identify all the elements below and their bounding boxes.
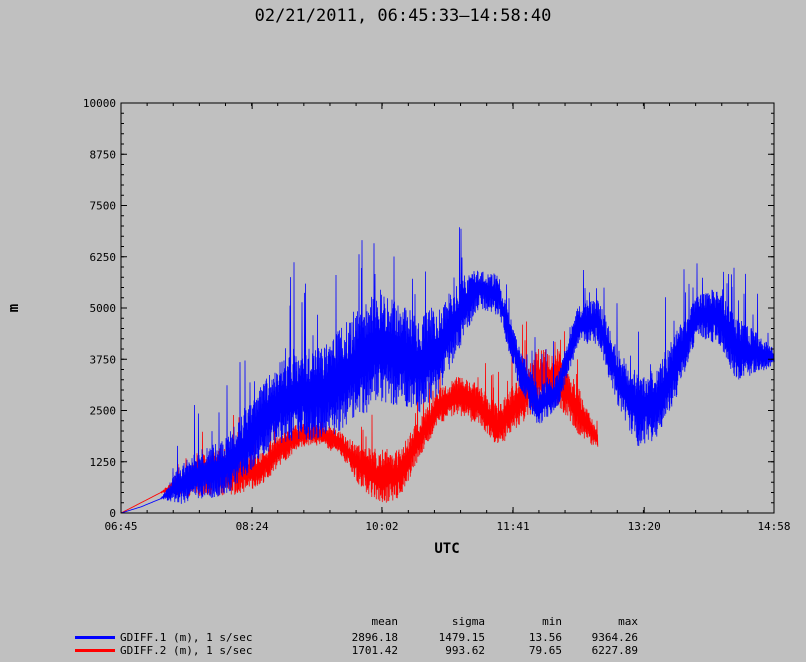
legend-row-gdiff1: GDIFF.1 (m), 1 s/sec 2896.18 1479.15 13.… (0, 631, 806, 644)
stat-min-gdiff1: 13.56 (528, 631, 562, 644)
x-tick-label: 08:24 (236, 520, 269, 533)
legend-label-gdiff1: GDIFF.1 (m), 1 s/sec (120, 631, 253, 644)
series-gdiff1-line (121, 227, 775, 514)
series-gdiff1-layer (121, 227, 775, 514)
x-tick-label: 14:58 (757, 520, 790, 533)
legend-swatch-gdiff2 (75, 649, 115, 652)
y-tick-label: 0 (109, 507, 116, 520)
stat-mean-gdiff1: 2896.18 (351, 631, 398, 644)
x-axis: 06:45 08:24 10:02 11:41 13:20 14:58 (104, 103, 791, 533)
stat-sigma-gdiff2: 993.62 (445, 644, 485, 657)
y-tick-label: 7500 (90, 200, 117, 213)
y-tick-label: 5000 (90, 302, 117, 315)
stat-max-gdiff1: 9364.26 (591, 631, 638, 644)
chart-title: 02/21/2011, 06:45:33–14:58:40 (254, 6, 552, 26)
legend-swatch-gdiff1 (75, 636, 115, 639)
chart-plot: 0 1250 2500 3750 5000 6250 7500 8750 10000 06:45… (6, 97, 791, 557)
x-axis-label: UTC (434, 541, 459, 557)
stat-max-gdiff2: 6227.89 (591, 644, 638, 657)
stats-header-max: max (618, 615, 638, 628)
x-tick-label: 11:41 (497, 520, 530, 533)
stats-header-mean: mean (371, 615, 399, 628)
y-tick-label: 3750 (90, 353, 117, 366)
x-tick-label: 06:45 (104, 520, 137, 533)
stat-mean-gdiff2: 1701.42 (351, 644, 398, 657)
legend-header-row: mean sigma min max (0, 615, 806, 628)
stats-header-min: min (542, 615, 562, 628)
y-tick-label: 6250 (90, 251, 117, 264)
y-tick-label: 2500 (90, 405, 117, 418)
legend-row-gdiff2: GDIFF.2 (m), 1 s/sec 1701.42 993.62 79.6… (0, 644, 806, 657)
stat-min-gdiff2: 79.65 (528, 644, 562, 657)
stat-sigma-gdiff1: 1479.15 (438, 631, 485, 644)
y-tick-label: 8750 (90, 148, 117, 161)
y-axis-label: m (6, 304, 22, 312)
y-axis: 0 1250 2500 3750 5000 6250 7500 8750 10000 (83, 97, 774, 520)
x-tick-label: 10:02 (365, 520, 398, 533)
stats-header-sigma: sigma (451, 615, 485, 628)
y-tick-label: 1250 (90, 456, 117, 469)
legend-label-gdiff2: GDIFF.2 (m), 1 s/sec (120, 644, 253, 657)
x-tick-label: 13:20 (628, 520, 661, 533)
y-tick-label: 10000 (83, 97, 116, 110)
